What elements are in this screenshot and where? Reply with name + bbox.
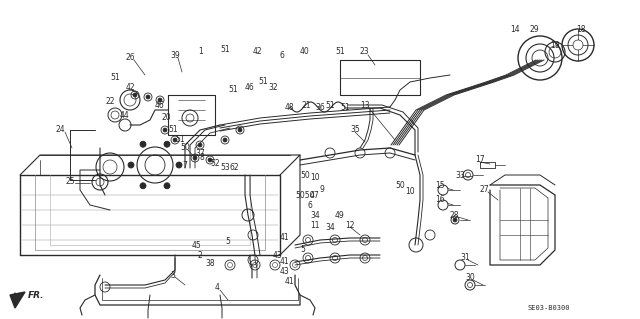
Text: 11: 11 <box>310 220 319 229</box>
Circle shape <box>223 138 227 142</box>
Text: 34: 34 <box>325 224 335 233</box>
Text: 18: 18 <box>576 26 586 34</box>
Text: 2: 2 <box>198 250 203 259</box>
Text: 42: 42 <box>253 48 262 56</box>
Circle shape <box>193 156 197 160</box>
Circle shape <box>133 93 137 97</box>
Text: 37: 37 <box>195 149 205 158</box>
Text: 46: 46 <box>245 84 255 93</box>
Text: 24: 24 <box>55 125 65 135</box>
Text: 40: 40 <box>300 48 310 56</box>
Text: 17: 17 <box>475 155 484 165</box>
Text: 14: 14 <box>510 26 520 34</box>
Text: 23: 23 <box>360 48 370 56</box>
Circle shape <box>198 143 202 147</box>
Text: 32: 32 <box>268 84 278 93</box>
Text: 53: 53 <box>220 164 230 173</box>
Text: 50: 50 <box>395 181 404 189</box>
Text: 47: 47 <box>310 190 320 199</box>
Text: 41: 41 <box>280 257 290 266</box>
Text: 1: 1 <box>198 48 203 56</box>
Text: 30: 30 <box>465 273 475 283</box>
Text: 6: 6 <box>308 201 313 210</box>
Text: 19: 19 <box>550 41 559 49</box>
Text: 38: 38 <box>205 258 214 268</box>
Text: 6: 6 <box>280 50 285 60</box>
Text: 51: 51 <box>168 125 178 135</box>
Text: 5050: 5050 <box>295 190 314 199</box>
Text: 3: 3 <box>170 271 175 279</box>
Text: FR.: FR. <box>28 291 45 300</box>
Circle shape <box>158 98 162 102</box>
Text: 10: 10 <box>310 174 319 182</box>
Text: 44: 44 <box>120 110 130 120</box>
Text: 49: 49 <box>335 211 345 219</box>
Circle shape <box>573 40 583 50</box>
Circle shape <box>238 128 242 132</box>
Text: 43: 43 <box>280 268 290 277</box>
Text: 25: 25 <box>65 177 75 187</box>
Text: 50: 50 <box>180 144 189 152</box>
Text: 51: 51 <box>220 46 230 55</box>
Circle shape <box>163 128 167 132</box>
Text: 45: 45 <box>192 241 202 249</box>
Text: 51: 51 <box>325 100 335 109</box>
Text: SE03-B0300: SE03-B0300 <box>527 305 570 311</box>
Text: 42: 42 <box>126 84 136 93</box>
Circle shape <box>208 158 212 162</box>
Text: 39: 39 <box>170 50 180 60</box>
Text: 16: 16 <box>435 196 445 204</box>
Text: 62: 62 <box>230 164 239 173</box>
Text: 51: 51 <box>175 136 184 145</box>
Circle shape <box>164 183 170 189</box>
Text: 51: 51 <box>335 48 344 56</box>
Text: 52: 52 <box>210 159 220 167</box>
Text: 29: 29 <box>530 26 540 34</box>
Circle shape <box>128 162 134 168</box>
Text: 13: 13 <box>360 100 370 109</box>
Text: 33: 33 <box>455 170 465 180</box>
Text: 20: 20 <box>162 114 172 122</box>
Text: 36: 36 <box>315 103 324 113</box>
Text: 12: 12 <box>345 220 355 229</box>
Text: 41: 41 <box>280 234 290 242</box>
Circle shape <box>453 218 457 222</box>
Circle shape <box>140 141 146 147</box>
Text: 5: 5 <box>300 246 305 255</box>
Polygon shape <box>10 292 25 308</box>
Text: 8: 8 <box>200 153 205 162</box>
Text: 15: 15 <box>435 181 445 189</box>
Text: 28: 28 <box>450 211 460 219</box>
Text: 22: 22 <box>105 98 115 107</box>
Text: 35: 35 <box>350 125 360 135</box>
Text: 21: 21 <box>302 100 312 109</box>
Text: 51: 51 <box>340 103 349 113</box>
Text: 9: 9 <box>320 186 325 195</box>
Circle shape <box>438 200 448 210</box>
Text: 26: 26 <box>126 54 136 63</box>
Text: 31: 31 <box>460 254 470 263</box>
Text: 41: 41 <box>285 278 294 286</box>
Circle shape <box>146 95 150 99</box>
Text: 4: 4 <box>215 284 220 293</box>
Text: 7: 7 <box>182 160 187 169</box>
Text: 27: 27 <box>480 186 490 195</box>
Text: 51: 51 <box>258 78 268 86</box>
Text: 10: 10 <box>405 188 415 197</box>
Circle shape <box>140 183 146 189</box>
Text: 48: 48 <box>285 103 294 113</box>
Circle shape <box>438 185 448 195</box>
Circle shape <box>176 162 182 168</box>
Text: 51: 51 <box>110 73 120 83</box>
Text: 50: 50 <box>300 170 310 180</box>
Text: 5: 5 <box>225 238 230 247</box>
Text: 34: 34 <box>310 211 320 219</box>
Text: 46: 46 <box>155 100 164 109</box>
Text: 43: 43 <box>273 250 283 259</box>
Circle shape <box>173 138 177 142</box>
Circle shape <box>164 141 170 147</box>
Text: 51: 51 <box>228 85 237 94</box>
